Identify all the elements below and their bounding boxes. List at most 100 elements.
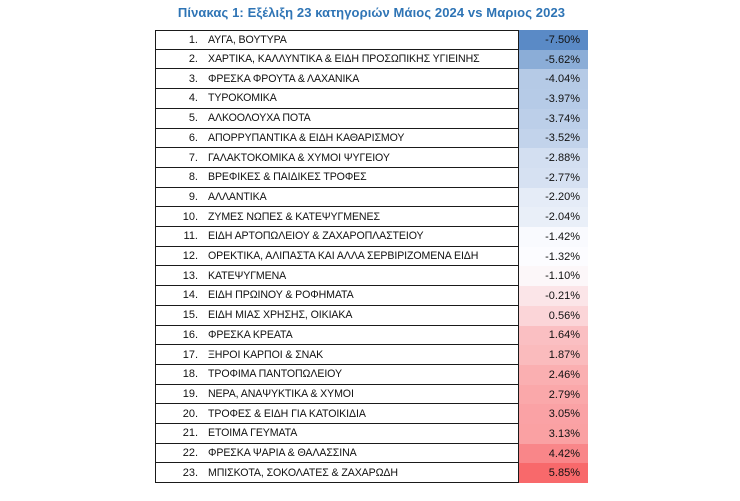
category-name: ΦΡΕΣΚΑ ΚΡΕΑΤΑ [208,328,293,341]
table-row: 2. ΧΑΡΤΙΚΑ, ΚΑΛΛΥΝΤΙΚΑ & ΕΙΔΗ ΠΡΟΣΩΠΙΚΗΣ … [155,49,588,70]
value-cell: 1.64% [519,325,588,346]
value-cell: -1.32% [519,246,588,267]
row-number: 6. [188,131,198,144]
row-number: 13. [182,269,198,282]
category-cell: 22. ΦΡΕΣΚΑ ΨΑΡΙΑ & ΘΑΛΑΣΣΙΝΑ [155,443,519,464]
category-name: ΤΡΟΦΕΣ & ΕΙΔΗ ΓΙΑ ΚΑΤΟΙΚΙΔΙΑ [208,407,366,420]
category-name: ΑΛΛΑΝΤΙΚΑ [208,190,267,203]
table-title: Πίνακας 1: Εξέλιξη 23 κατηγοριών Μάιος 2… [177,5,566,20]
value-cell: 5.85% [519,463,588,484]
table-row: 8. ΒΡΕΦΙΚΕΣ & ΠΑΙΔΙΚΕΣ ΤΡΟΦΕΣ -2.77% [155,167,588,188]
category-name: ΑΥΓΑ, ΒΟΥΤΥΡΑ [208,33,287,46]
value-cell: -2.04% [519,207,588,228]
category-name: ΦΡΕΣΚΑ ΨΑΡΙΑ & ΘΑΛΑΣΣΙΝΑ [208,447,357,460]
category-cell: 13. ΚΑΤΕΨΥΓΜΕΝΑ [155,266,519,287]
value-cell: 2.79% [519,384,588,405]
row-number: 20. [182,407,198,420]
table-row: 6. ΑΠΟΡΡΥΠΑΝΤΙΚΑ & ΕΙΔΗ ΚΑΘΑΡΙΣΜΟΥ -3.52% [155,128,588,149]
value-cell: -1.10% [519,266,588,287]
table-row: 1. ΑΥΓΑ, ΒΟΥΤΥΡΑ -7.50% [155,30,588,50]
value-cell: -5.62% [519,49,588,70]
category-cell: 7. ΓΑΛΑΚΤΟΚΟΜΙΚΑ & ΧΥΜΟΙ ΨΥΓΕΙΟΥ [155,148,519,168]
category-cell: 15. ΕΙΔΗ ΜΙΑΣ ΧΡΗΣΗΣ, ΟΙΚΙΑΚΑ [155,305,519,326]
value-cell: -3.52% [519,128,588,149]
row-number: 16. [182,328,198,341]
category-name: ΦΡΕΣΚΑ ΦΡΟΥΤΑ & ΛΑΧΑΝΙΚΑ [208,72,360,85]
category-name: ΑΠΟΡΡΥΠΑΝΤΙΚΑ & ΕΙΔΗ ΚΑΘΑΡΙΣΜΟΥ [208,131,405,144]
table-row: 13. ΚΑΤΕΨΥΓΜΕΝΑ -1.10% [155,266,588,287]
category-name: ΒΡΕΦΙΚΕΣ & ΠΑΙΔΙΚΕΣ ΤΡΟΦΕΣ [208,171,367,184]
table-row: 20. ΤΡΟΦΕΣ & ΕΙΔΗ ΓΙΑ ΚΑΤΟΙΚΙΔΙΑ 3.05% [155,404,588,425]
value-cell: -3.74% [519,108,588,129]
row-number: 12. [182,250,198,263]
category-cell: 17. ΞΗΡΟΙ ΚΑΡΠΟΙ & ΣΝΑΚ [155,345,519,365]
table-row: 9. ΑΛΛΑΝΤΙΚΑ -2.20% [155,187,588,208]
row-number: 15. [182,309,198,322]
category-name: ΤΡΟΦΙΜΑ ΠΑΝΤΟΠΩΛΕΙΟΥ [208,368,342,381]
category-cell: 8. ΒΡΕΦΙΚΕΣ & ΠΑΙΔΙΚΕΣ ΤΡΟΦΕΣ [155,167,519,188]
table-row: 21. ΕΤΟΙΜΑ ΓΕΥΜΑΤΑ 3.13% [155,424,588,444]
value-cell: 2.46% [519,364,588,385]
category-cell: 11. ΕΙΔΗ ΑΡΤΟΠΩΛΕΙΟΥ & ΖΑΧΑΡΟΠΛΑΣΤΕΙΟΥ [155,227,519,247]
row-number: 1. [188,33,198,46]
table-row: 23. ΜΠΙΣΚΟΤΑ, ΣΟΚΟΛΑΤΕΣ & ΖΑΧΑΡΩΔΗ 5.85% [155,463,588,484]
category-cell: 1. ΑΥΓΑ, ΒΟΥΤΥΡΑ [155,30,519,50]
category-cell: 21. ΕΤΟΙΜΑ ΓΕΥΜΑΤΑ [155,424,519,444]
table-row: 19. ΝΕΡΑ, ΑΝΑΨΥΚΤΙΚΑ & ΧΥΜΟΙ 2.79% [155,384,588,405]
value-cell: -3.97% [519,89,588,109]
row-number: 19. [182,388,198,400]
table-row: 15. ΕΙΔΗ ΜΙΑΣ ΧΡΗΣΗΣ, ΟΙΚΙΑΚΑ 0.56% [155,305,588,326]
category-cell: 20. ΤΡΟΦΕΣ & ΕΙΔΗ ΓΙΑ ΚΑΤΟΙΚΙΔΙΑ [155,404,519,425]
category-name: ΕΙΔΗ ΠΡΩΙΝΟΥ & ΡΟΦΗΜΑΤΑ [208,289,354,302]
category-name: ΝΕΡΑ, ΑΝΑΨΥΚΤΙΚΑ & ΧΥΜΟΙ [208,388,354,400]
category-cell: 3. ΦΡΕΣΚΑ ΦΡΟΥΤΑ & ΛΑΧΑΝΙΚΑ [155,69,519,90]
category-name: ΕΙΔΗ ΑΡΤΟΠΩΛΕΙΟΥ & ΖΑΧΑΡΟΠΛΑΣΤΕΙΟΥ [208,230,424,243]
category-cell: 2. ΧΑΡΤΙΚΑ, ΚΑΛΛΥΝΤΙΚΑ & ΕΙΔΗ ΠΡΟΣΩΠΙΚΗΣ … [155,49,519,70]
category-cell: 18. ΤΡΟΦΙΜΑ ΠΑΝΤΟΠΩΛΕΙΟΥ [155,364,519,385]
value-cell: -2.20% [519,187,588,208]
table-row: 3. ΦΡΕΣΚΑ ΦΡΟΥΤΑ & ΛΑΧΑΝΙΚΑ -4.04% [155,69,588,90]
category-name: ΜΠΙΣΚΟΤΑ, ΣΟΚΟΛΑΤΕΣ & ΖΑΧΑΡΩΔΗ [208,466,398,479]
category-cell: 14. ΕΙΔΗ ΠΡΩΙΝΟΥ & ΡΟΦΗΜΑΤΑ [155,286,519,306]
value-cell: 1.87% [519,345,588,365]
value-cell: -2.77% [519,167,588,188]
category-name: ΓΑΛΑΚΤΟΚΟΜΙΚΑ & ΧΥΜΟΙ ΨΥΓΕΙΟΥ [208,151,390,164]
category-cell: 12. ΟΡΕΚΤΙΚΑ, ΑΛΙΠΑΣΤΑ ΚΑΙ ΑΛΛΑ ΣΕΡΒΙΡΙΖΟ… [155,246,519,267]
table-row: 16. ΦΡΕΣΚΑ ΚΡΕΑΤΑ 1.64% [155,325,588,346]
value-cell: -4.04% [519,69,588,90]
table-row: 5. ΑΛΚΟΟΛΟΥΧΑ ΠΟΤΑ -3.74% [155,108,588,129]
value-cell: -2.88% [519,148,588,168]
table-row: 14. ΕΙΔΗ ΠΡΩΙΝΟΥ & ΡΟΦΗΜΑΤΑ -0.21% [155,286,588,306]
value-cell: 0.56% [519,305,588,326]
category-name: ΧΑΡΤΙΚΑ, ΚΑΛΛΥΝΤΙΚΑ & ΕΙΔΗ ΠΡΟΣΩΠΙΚΗΣ ΥΓ… [208,53,480,66]
category-name: ΖΥΜΕΣ ΝΩΠΕΣ & ΚΑΤΕΨΥΓΜΕΝΕΣ [208,210,380,223]
categories-table: 1. ΑΥΓΑ, ΒΟΥΤΥΡΑ -7.50% 2. ΧΑΡΤΙΚΑ, ΚΑΛΛΥΝ… [155,30,588,484]
table-row: 17. ΞΗΡΟΙ ΚΑΡΠΟΙ & ΣΝΑΚ 1.87% [155,345,588,365]
row-number: 10. [182,210,198,223]
value-cell: 3.05% [519,404,588,425]
row-number: 3. [188,72,198,85]
row-number: 17. [182,348,198,361]
row-number: 4. [188,92,198,105]
category-cell: 6. ΑΠΟΡΡΥΠΑΝΤΙΚΑ & ΕΙΔΗ ΚΑΘΑΡΙΣΜΟΥ [155,128,519,149]
row-number: 22. [182,447,198,460]
category-name: ΟΡΕΚΤΙΚΑ, ΑΛΙΠΑΣΤΑ ΚΑΙ ΑΛΛΑ ΣΕΡΒΙΡΙΖΟΜΕΝ… [208,250,479,263]
value-cell: -0.21% [519,286,588,306]
table-row: 10. ΖΥΜΕΣ ΝΩΠΕΣ & ΚΑΤΕΨΥΓΜΕΝΕΣ -2.04% [155,207,588,228]
category-cell: 9. ΑΛΛΑΝΤΙΚΑ [155,187,519,208]
category-cell: 4. ΤΥΡΟΚΟΜΙΚΑ [155,89,519,109]
value-cell: 4.42% [519,443,588,464]
category-name: ΚΑΤΕΨΥΓΜΕΝΑ [208,269,287,282]
table-row: 7. ΓΑΛΑΚΤΟΚΟΜΙΚΑ & ΧΥΜΟΙ ΨΥΓΕΙΟΥ -2.88% [155,148,588,168]
category-cell: 5. ΑΛΚΟΟΛΟΥΧΑ ΠΟΤΑ [155,108,519,129]
category-name: ΕΙΔΗ ΜΙΑΣ ΧΡΗΣΗΣ, ΟΙΚΙΑΚΑ [208,309,353,322]
row-number: 9. [188,190,198,203]
table-row: 4. ΤΥΡΟΚΟΜΙΚΑ -3.97% [155,89,588,109]
row-number: 8. [188,171,198,184]
row-number: 5. [188,112,198,125]
row-number: 23. [182,466,198,479]
row-number: 7. [188,151,198,164]
category-name: ΕΤΟΙΜΑ ΓΕΥΜΑΤΑ [208,427,298,440]
row-number: 11. [183,230,198,243]
